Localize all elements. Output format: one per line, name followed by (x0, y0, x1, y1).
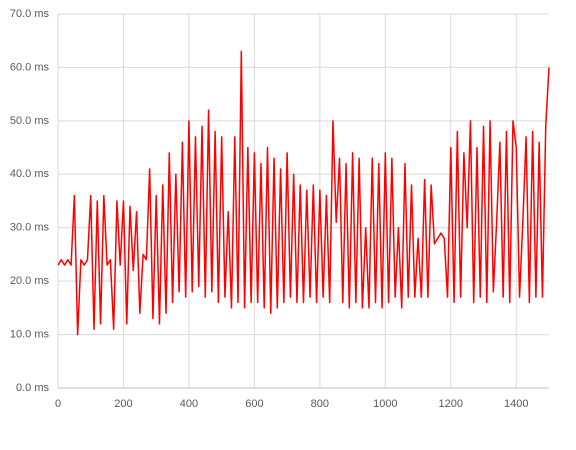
y-tick-label: 50.0 ms (10, 115, 50, 127)
x-tick-label: 800 (311, 398, 329, 410)
y-tick-label: 0.0 ms (16, 382, 50, 394)
y-tick-label: 30.0 ms (10, 222, 50, 234)
y-tick-label: 10.0 ms (10, 328, 50, 340)
x-tick-label: 0 (55, 398, 61, 410)
y-tick-label: 20.0 ms (10, 275, 50, 287)
y-tick-label: 60.0 ms (10, 61, 50, 73)
data-line (57, 50, 550, 336)
x-tick-label: 1000 (373, 398, 397, 410)
y-tick-label: 70.0 ms (10, 8, 50, 20)
x-tick-label: 600 (245, 398, 263, 410)
x-tick-label: 1400 (504, 398, 528, 410)
x-tick-label: 400 (180, 398, 198, 410)
x-tick-label: 200 (114, 398, 132, 410)
y-tick-label: 40.0 ms (10, 168, 50, 180)
x-tick-label: 1200 (439, 398, 463, 410)
